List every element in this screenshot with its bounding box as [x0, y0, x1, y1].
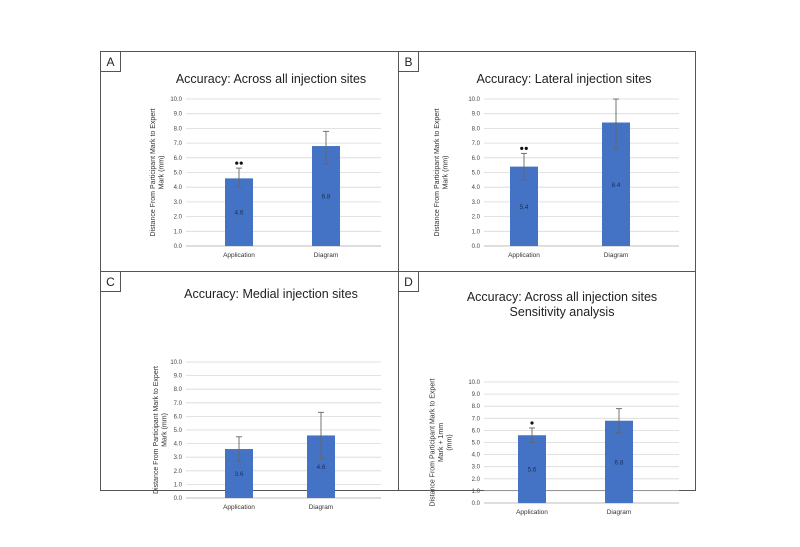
y-tick-label: 6.0 — [472, 156, 481, 162]
y-tick-label: 0.0 — [174, 244, 183, 250]
chart-title: Accuracy: Across all injection sites — [467, 290, 657, 304]
y-tick-label: 5.0 — [472, 171, 481, 177]
data-label: 5.6 — [527, 467, 536, 474]
y-tick-label: 3.0 — [174, 455, 183, 461]
category-label: Application — [223, 504, 255, 511]
chart-title: Accuracy: Across all injection sites — [176, 72, 366, 86]
panel-d: D Accuracy: Across all injection sites Se… — [399, 272, 696, 516]
y-tick-label: 10.0 — [170, 97, 182, 103]
y-tick-label: 3.0 — [472, 465, 481, 471]
y-tick-label: 10.0 — [468, 380, 480, 386]
significance-marker — [524, 146, 528, 150]
y-tick-label: 10.0 — [170, 360, 182, 366]
panel-a: A Accuracy: Across all injection sites 0.… — [101, 52, 398, 271]
y-tick-label: 4.0 — [472, 185, 481, 191]
y-tick-label: 9.0 — [174, 374, 183, 380]
panel-c: C Accuracy: Medial injection sites 0.0 1.0… — [101, 272, 398, 511]
y-tick-label: 8.0 — [472, 126, 481, 132]
y-axis-label: Mark (mm) — [158, 156, 165, 190]
chart-d: Accuracy: Across all injection sitesSens… — [430, 290, 679, 516]
data-label: 3.6 — [234, 471, 243, 478]
data-label: 6.8 — [614, 459, 623, 466]
y-tick-label: 7.0 — [472, 416, 481, 422]
y-tick-label: 5.0 — [174, 171, 183, 177]
chart-title: Accuracy: Medial injection sites — [184, 287, 358, 301]
y-tick-label: 0.0 — [472, 244, 481, 250]
significance-marker — [235, 161, 239, 165]
data-label: 6.8 — [321, 194, 330, 201]
y-tick-label: 6.0 — [472, 428, 481, 434]
y-tick-label: 1.0 — [174, 229, 183, 235]
y-tick-label: 7.0 — [174, 401, 183, 407]
y-tick-label: 8.0 — [472, 404, 481, 410]
panel-letter-c: C — [101, 272, 121, 292]
y-tick-label: 4.0 — [174, 185, 183, 191]
y-tick-label: 0.0 — [472, 501, 481, 507]
y-tick-label: 2.0 — [472, 215, 481, 221]
data-label: 5.4 — [519, 204, 528, 211]
y-tick-label: 4.0 — [174, 442, 183, 448]
y-tick-label: 6.0 — [174, 414, 183, 420]
chart-title: Accuracy: Lateral injection sites — [476, 72, 651, 86]
y-tick-label: 0.0 — [174, 496, 183, 502]
y-axis-label: Mark + 1mm — [438, 423, 445, 462]
y-axis-label: Distance From Participant Mark to Expert — [430, 378, 437, 506]
panel-letter-a: A — [101, 52, 121, 72]
y-tick-label: 1.0 — [472, 489, 481, 495]
y-tick-label: 5.0 — [174, 428, 183, 434]
category-label: Application — [516, 509, 548, 516]
y-tick-label: 9.0 — [174, 112, 183, 118]
significance-marker — [239, 161, 243, 165]
y-axis-label: Distance From Participant Mark to Expert — [434, 108, 441, 236]
y-tick-label: 9.0 — [472, 392, 481, 398]
category-label: Diagram — [604, 252, 629, 259]
y-axis-label: Distance From Participant Mark to Expert — [153, 366, 160, 494]
chart-c: Accuracy: Medial injection sites 0.0 1.0 2.… — [153, 287, 381, 511]
chart-title: Sensitivity analysis — [510, 305, 615, 319]
chart-b: Accuracy: Lateral injection sites 0.0 1.0 2… — [434, 72, 679, 259]
y-tick-label: 10.0 — [468, 97, 480, 103]
panel-b: B Accuracy: Lateral injection sites 0.0 1.… — [399, 52, 696, 271]
y-axis-label: (mm) — [447, 434, 454, 450]
category-label: Diagram — [314, 252, 339, 259]
y-tick-label: 1.0 — [174, 482, 183, 488]
category-label: Diagram — [607, 509, 632, 516]
chart-a: Accuracy: Across all injection sites 0.0 1… — [150, 72, 381, 259]
figure-grid: A Accuracy: Across all injection sites 0.… — [100, 51, 696, 516]
y-tick-label: 9.0 — [472, 112, 481, 118]
panel-divider-horizontal — [101, 271, 695, 272]
y-tick-label: 6.0 — [174, 156, 183, 162]
y-tick-label: 2.0 — [174, 469, 183, 475]
category-label: Application — [223, 252, 255, 259]
bar — [225, 178, 253, 246]
data-label: 4.6 — [234, 210, 243, 217]
y-axis-label: Distance From Participant Mark to Expert — [150, 108, 157, 236]
y-tick-label: 3.0 — [174, 200, 183, 206]
y-tick-label: 8.0 — [174, 126, 183, 132]
y-tick-label: 5.0 — [472, 441, 481, 447]
y-tick-label: 2.0 — [174, 215, 183, 221]
panel-letter-b: B — [399, 52, 419, 72]
category-label: Application — [508, 252, 540, 259]
y-axis-label: Mark (mm) — [161, 413, 168, 447]
y-tick-label: 2.0 — [472, 477, 481, 483]
y-tick-label: 1.0 — [472, 229, 481, 235]
bar — [518, 435, 546, 503]
significance-marker — [530, 421, 534, 425]
y-axis-label: Mark (mm) — [442, 156, 449, 190]
y-tick-label: 7.0 — [174, 141, 183, 147]
category-label: Diagram — [309, 504, 334, 511]
y-tick-label: 3.0 — [472, 200, 481, 206]
y-tick-label: 7.0 — [472, 141, 481, 147]
panel-letter-d: D — [399, 272, 419, 292]
data-label: 8.4 — [611, 182, 620, 189]
y-tick-label: 8.0 — [174, 387, 183, 393]
data-label: 4.6 — [316, 464, 325, 471]
bar — [605, 420, 633, 503]
significance-marker — [520, 146, 524, 150]
y-tick-label: 4.0 — [472, 453, 481, 459]
